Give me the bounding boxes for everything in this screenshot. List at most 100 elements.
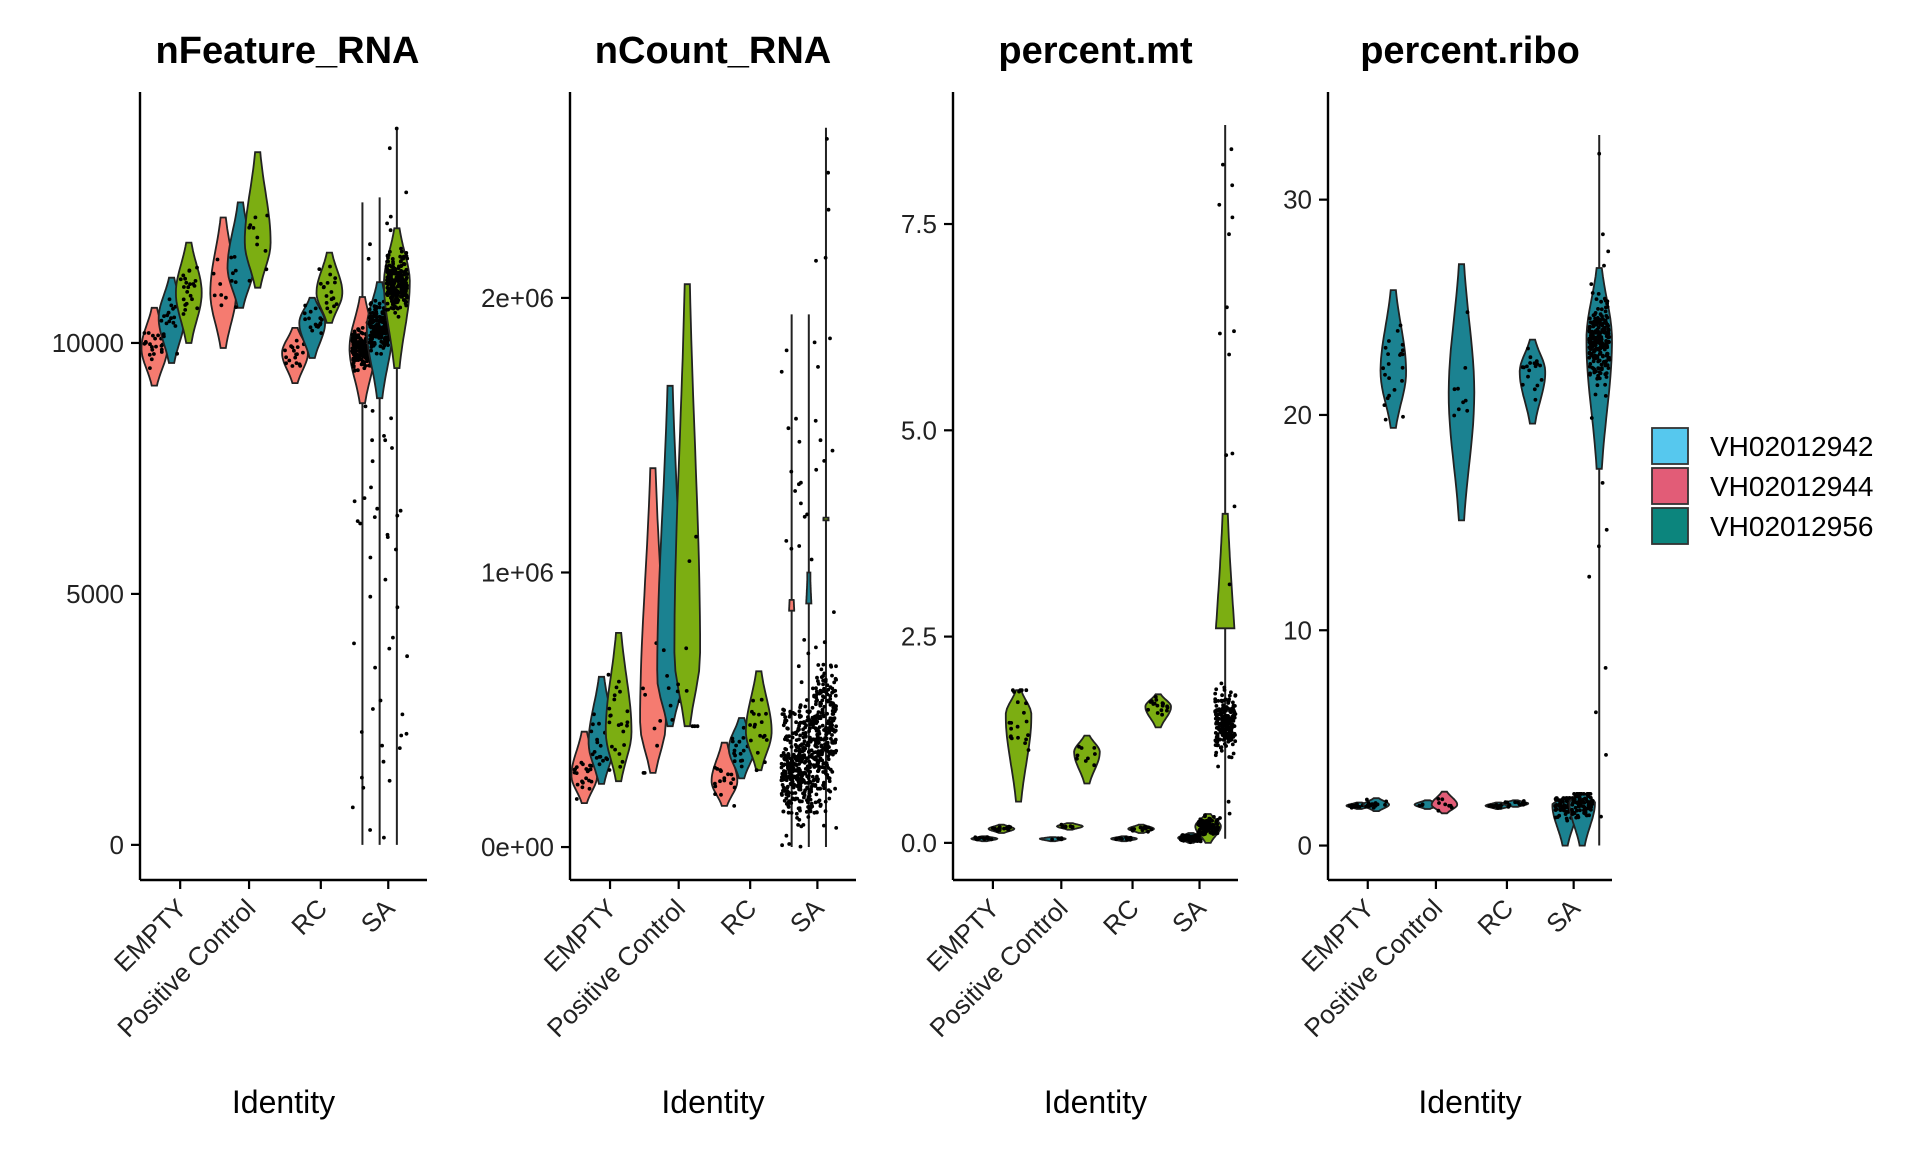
data-point: [360, 775, 364, 780]
data-point: [621, 729, 626, 734]
data-point: [779, 791, 784, 796]
data-point: [830, 728, 835, 733]
data-point: [186, 285, 191, 290]
violin-body: [822, 516, 830, 522]
data-point: [399, 289, 403, 294]
data-point: [974, 837, 979, 842]
y-tick-label: 10: [1283, 615, 1312, 645]
data-point: [1160, 712, 1164, 717]
data-point: [162, 314, 166, 318]
legend-item: VH02012944: [1651, 467, 1873, 505]
data-point: [1213, 709, 1218, 714]
data-point: [805, 709, 810, 714]
data-point: [1589, 282, 1594, 286]
data-point: [807, 718, 812, 722]
data-point: [398, 508, 403, 513]
data-point: [784, 833, 789, 838]
violin-mark: [1379, 289, 1408, 429]
panel-title: percent.ribo: [1360, 30, 1580, 72]
data-point: [1216, 699, 1221, 703]
data-point: [361, 344, 366, 349]
violin-mark: [1213, 125, 1238, 839]
data-point: [1585, 800, 1590, 804]
data-point: [284, 355, 288, 360]
data-point: [385, 268, 390, 273]
data-point: [789, 782, 794, 786]
data-point: [625, 720, 630, 725]
data-point: [1226, 706, 1231, 711]
data-point: [382, 320, 387, 325]
data-point: [732, 804, 737, 808]
data-point: [1557, 813, 1562, 818]
data-point: [713, 781, 717, 786]
data-point: [370, 438, 374, 443]
data-point: [403, 270, 408, 274]
data-point: [395, 513, 400, 518]
data-point: [247, 278, 252, 283]
data-point: [391, 259, 395, 264]
data-point: [265, 213, 270, 218]
data-point: [594, 756, 599, 760]
data-point: [1231, 700, 1235, 705]
data-point: [390, 446, 394, 450]
data-point: [585, 769, 590, 774]
data-point: [787, 799, 791, 804]
data-point: [165, 313, 170, 318]
data-point: [652, 726, 657, 731]
data-point: [807, 738, 812, 743]
data-point: [676, 682, 680, 687]
data-point: [1576, 794, 1581, 798]
data-point: [1398, 323, 1403, 328]
data-point: [785, 784, 790, 789]
data-point: [666, 686, 671, 690]
data-point: [1206, 825, 1211, 830]
data-point: [375, 506, 380, 511]
data-point: [757, 712, 761, 717]
data-point: [377, 314, 382, 319]
data-point: [820, 765, 824, 770]
data-point: [828, 697, 833, 701]
data-point: [399, 249, 404, 254]
data-point: [610, 744, 614, 749]
data-point: [294, 361, 299, 365]
data-point: [385, 341, 389, 346]
data-point: [1231, 751, 1236, 756]
data-point: [821, 689, 825, 694]
data-point: [1582, 811, 1586, 815]
jitter-points: [813, 137, 839, 830]
data-point: [368, 594, 373, 599]
data-point: [1456, 407, 1461, 412]
data-point: [173, 324, 178, 328]
data-point: [167, 297, 172, 302]
data-point: [641, 771, 646, 775]
data-point: [789, 469, 794, 474]
data-point: [1587, 328, 1592, 333]
data-point: [591, 722, 595, 727]
data-point: [1227, 352, 1231, 357]
data-point: [1387, 339, 1391, 343]
data-point: [263, 249, 268, 253]
data-point: [1190, 837, 1195, 841]
data-point: [819, 743, 824, 748]
data-point: [993, 826, 997, 831]
data-point: [307, 316, 311, 321]
data-point: [1155, 711, 1160, 715]
data-point: [814, 738, 818, 743]
data-point: [1213, 699, 1218, 704]
data-point: [1589, 416, 1594, 420]
data-point: [595, 740, 600, 745]
data-point: [373, 665, 377, 670]
data-point: [1215, 831, 1220, 836]
data-point: [741, 748, 746, 753]
data-point: [614, 685, 619, 690]
data-point: [1075, 753, 1080, 758]
data-point: [786, 810, 791, 815]
data-point: [303, 317, 307, 322]
data-point: [1601, 354, 1605, 359]
data-point: [1016, 735, 1020, 740]
data-point: [393, 310, 398, 315]
data-point: [764, 738, 769, 742]
data-point: [786, 752, 791, 756]
